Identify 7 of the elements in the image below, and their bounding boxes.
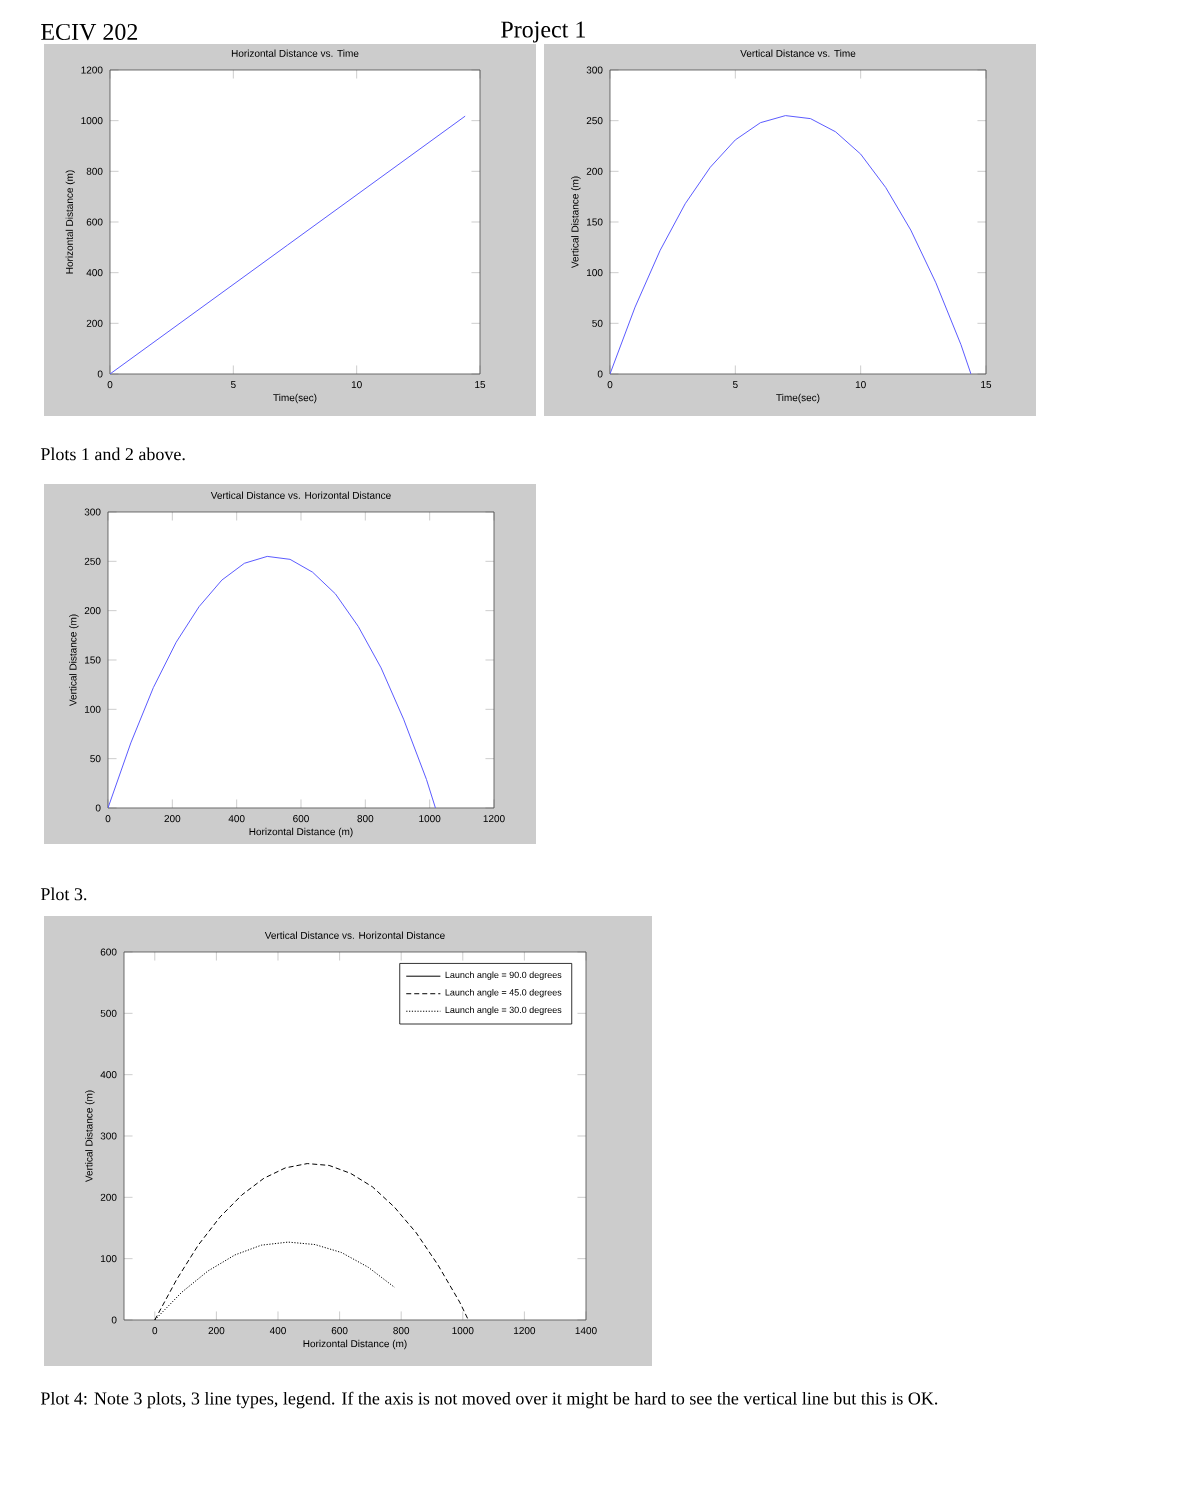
text: Plot 4: Note 3 plots, 3 line types, legend. If the axis is not moved over it might be hard to see the vertical line but this is OK. xyxy=(40,1391,938,1409)
line-series xyxy=(609,115,972,374)
line-series xyxy=(108,555,436,808)
text: Project 1 xyxy=(501,21,585,43)
text: Plot 3. xyxy=(40,887,87,901)
text: Plots 1 and 2 above. xyxy=(40,447,185,461)
text: ECIV 202 xyxy=(41,23,138,41)
